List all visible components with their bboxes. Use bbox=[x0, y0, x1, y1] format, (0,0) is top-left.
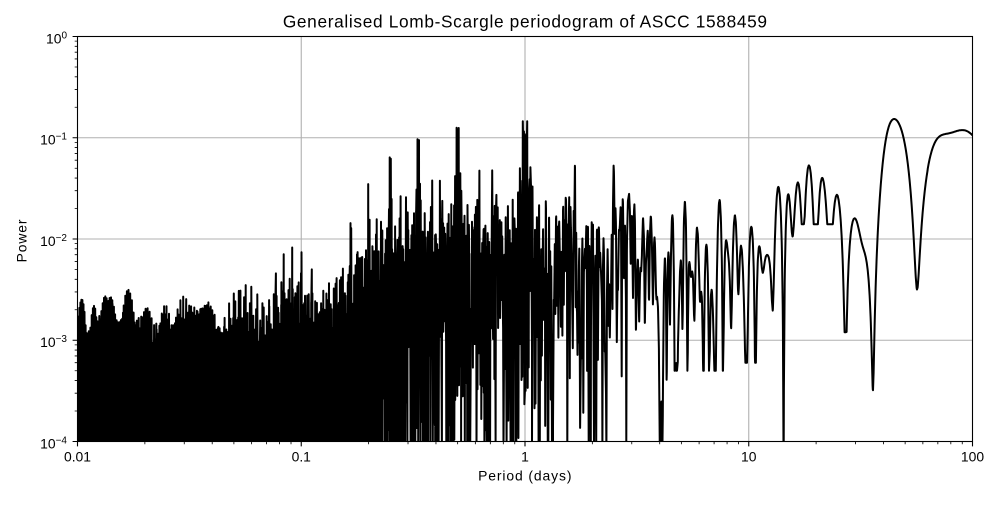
svg-text:10: 10 bbox=[741, 449, 757, 465]
svg-text:1: 1 bbox=[521, 449, 529, 465]
svg-text:0.01: 0.01 bbox=[64, 449, 91, 465]
svg-text:Generalised Lomb-Scargle perio: Generalised Lomb-Scargle periodogram of … bbox=[283, 12, 768, 32]
svg-text:Period (days): Period (days) bbox=[478, 467, 572, 483]
svg-text:Power: Power bbox=[14, 219, 30, 263]
svg-text:0.1: 0.1 bbox=[292, 449, 312, 465]
svg-text:100: 100 bbox=[961, 449, 984, 465]
